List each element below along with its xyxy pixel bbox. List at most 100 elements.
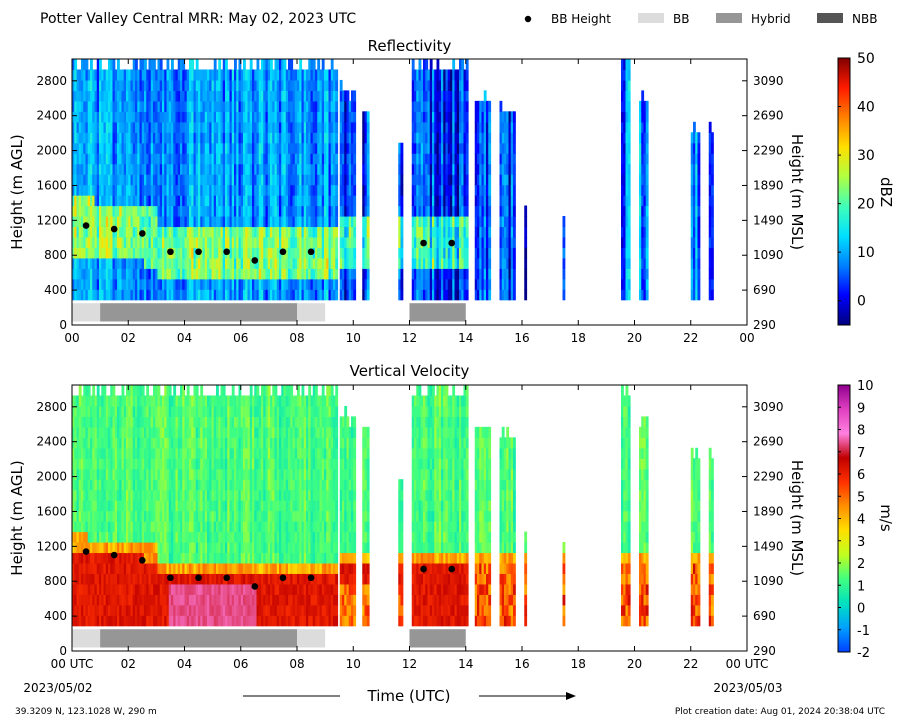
heatmap-cell — [501, 163, 505, 175]
heatmap-cell — [94, 142, 98, 154]
heatmap-cell — [74, 79, 78, 91]
heatmap-cell — [400, 153, 404, 165]
reflectivity-title: Reflectivity — [368, 37, 452, 55]
heatmap-cell — [117, 541, 120, 554]
heatmap-cell — [155, 215, 159, 228]
heatmap-cell — [74, 468, 78, 480]
heatmap-cell — [184, 69, 188, 81]
heatmap-cell — [641, 184, 645, 196]
heatmap-cell — [438, 184, 442, 196]
heatmap-cell — [434, 289, 438, 301]
heatmap-cell — [193, 268, 197, 280]
heatmap-cell — [261, 226, 264, 238]
heatmap-cell — [456, 184, 460, 196]
heatmap-cell — [249, 111, 253, 123]
heatmap-cell — [114, 531, 118, 543]
heatmap-cell — [189, 174, 192, 186]
heatmap-cell — [150, 247, 154, 259]
heatmap-cell — [328, 121, 332, 133]
heatmap-cell — [333, 268, 336, 280]
heatmap-cell — [90, 562, 93, 574]
heatmap-cell — [123, 510, 127, 522]
heatmap-cell — [362, 215, 366, 228]
heatmap-cell — [452, 247, 456, 259]
heatmap-cell — [128, 174, 132, 186]
heatmap-cell — [83, 195, 87, 207]
heatmap-cell — [236, 205, 240, 217]
heatmap-cell — [641, 90, 645, 102]
heatmap-cell — [506, 163, 510, 175]
legend-nbb-label: NBB — [852, 12, 877, 26]
heatmap-cell — [711, 163, 714, 175]
heatmap-cell — [288, 226, 291, 238]
heatmap-cell — [92, 395, 96, 407]
heatmap-cell — [400, 163, 404, 175]
heatmap-cell — [103, 205, 107, 217]
heatmap-cell — [249, 153, 253, 165]
heatmap-cell — [76, 405, 80, 417]
heatmap-cell — [186, 247, 190, 259]
heatmap-cell — [344, 195, 348, 207]
heatmap-cell — [141, 132, 145, 144]
heatmap-cell — [348, 226, 352, 238]
heatmap-cell — [299, 153, 303, 165]
heatmap-cell — [189, 132, 192, 144]
heatmap-cell — [209, 257, 213, 269]
heatmap-cell — [146, 385, 150, 397]
heatmap-cell — [263, 59, 267, 71]
heatmap-cell — [90, 121, 93, 133]
heatmap-cell — [486, 142, 489, 154]
heatmap-cell — [171, 90, 174, 102]
heatmap-cell — [130, 615, 134, 627]
heatmap-cell — [346, 174, 350, 186]
heatmap-cell — [294, 195, 298, 207]
heatmap-cell — [213, 184, 217, 196]
heatmap-cell — [211, 132, 215, 144]
heatmap-cell — [366, 111, 370, 123]
heatmap-cell — [456, 257, 460, 269]
heatmap-cell — [132, 405, 136, 417]
heatmap-cell — [297, 215, 300, 228]
heatmap-cell — [74, 458, 78, 470]
heatmap-cell — [330, 69, 334, 81]
heatmap-cell — [231, 90, 235, 102]
heatmap-cell — [330, 79, 334, 91]
heatmap-cell — [695, 278, 699, 290]
heatmap-cell — [621, 257, 624, 269]
heatmap-cell — [486, 153, 489, 165]
heatmap-cell — [267, 205, 271, 217]
heatmap-cell — [483, 100, 487, 112]
heatmap-cell — [130, 247, 134, 259]
heatmap-cell — [621, 215, 624, 228]
heatmap-cell — [524, 247, 528, 259]
heatmap-cell — [303, 132, 307, 144]
heatmap-cell — [195, 132, 199, 144]
heatmap-cell — [99, 278, 102, 290]
heatmap-cell — [267, 111, 271, 123]
heatmap-cell — [288, 289, 291, 301]
heatmap-cell — [411, 100, 415, 112]
heatmap-cell — [144, 215, 147, 228]
heatmap-cell — [164, 268, 168, 280]
heatmap-cell — [229, 195, 233, 207]
heatmap-cell — [150, 531, 154, 543]
heatmap-cell — [443, 69, 447, 81]
heatmap-cell — [189, 69, 192, 81]
heatmap-cell — [123, 195, 127, 207]
heatmap-cell — [168, 184, 172, 196]
heatmap-cell — [110, 541, 114, 554]
heatmap-cell — [351, 174, 354, 186]
heatmap-cell — [418, 226, 422, 238]
heatmap-cell — [643, 163, 647, 175]
heatmap-cell — [310, 111, 314, 123]
heatmap-cell — [213, 111, 217, 123]
heatmap-cell — [450, 257, 453, 269]
heatmap-cell — [87, 395, 91, 407]
heatmap-cell — [139, 416, 143, 428]
heatmap-cell — [150, 562, 154, 574]
heatmap-cell — [144, 79, 147, 91]
heatmap-cell — [306, 121, 309, 133]
heatmap-cell — [171, 121, 174, 133]
heatmap-cell — [155, 395, 159, 407]
heatmap-cell — [96, 458, 100, 470]
